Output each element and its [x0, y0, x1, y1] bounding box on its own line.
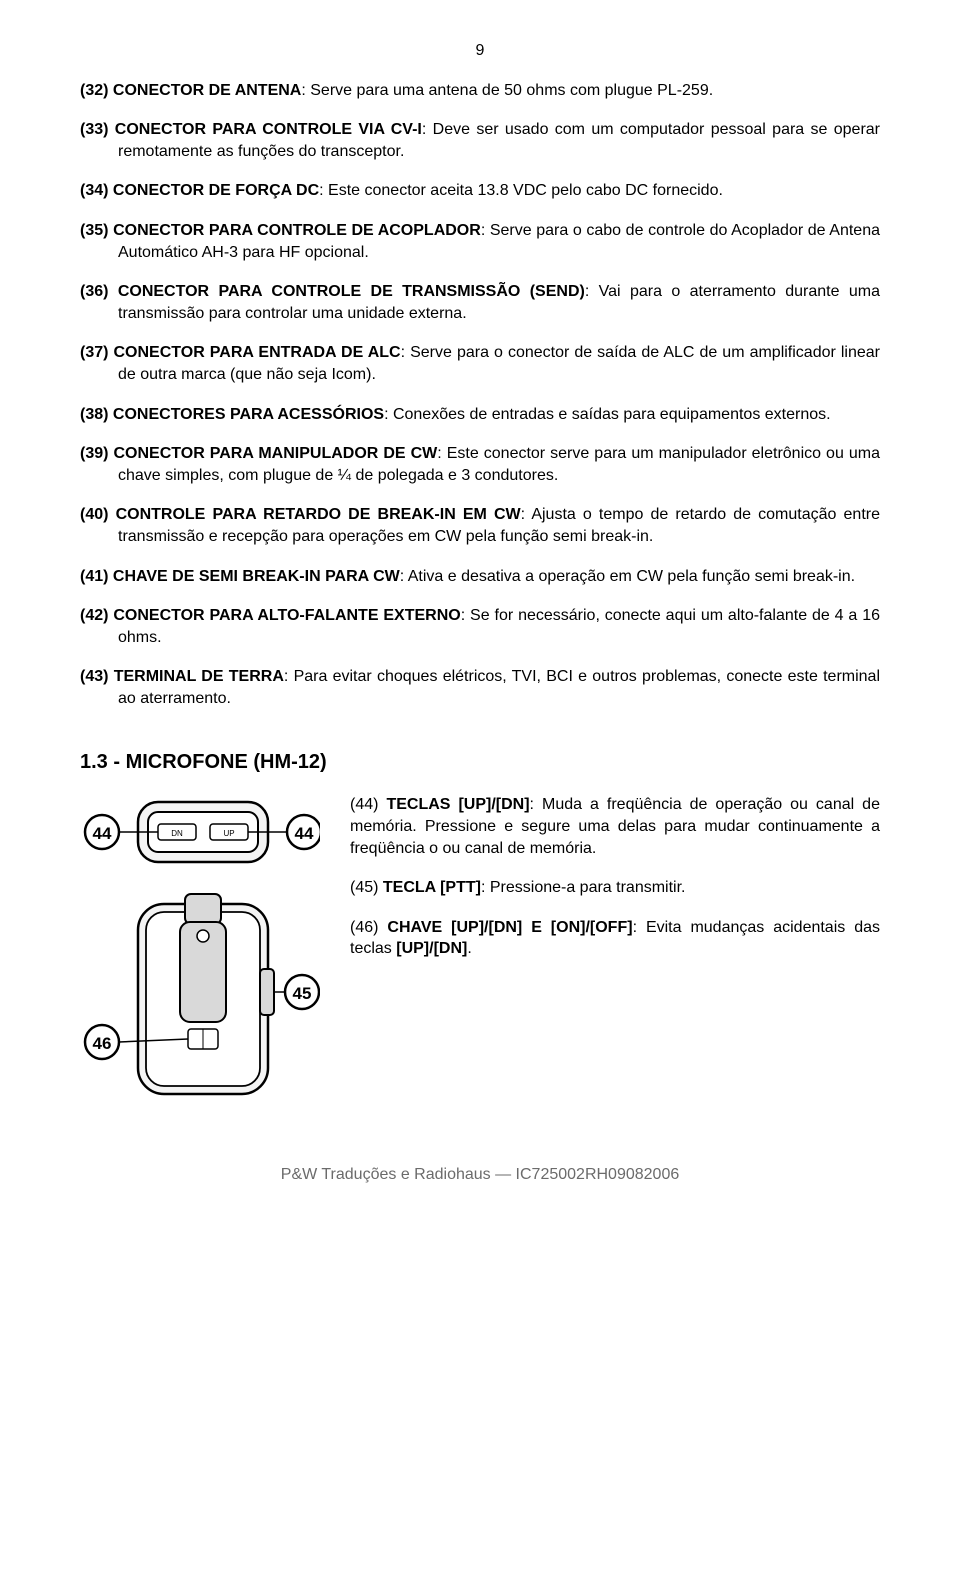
mic-item-46: (46) CHAVE [UP]/[DN] E [ON]/[OFF]: Evita…	[350, 917, 880, 960]
item-43: (43) TERMINAL DE TERRA: Para evitar choq…	[80, 666, 880, 709]
item-title: CONECTOR PARA CONTROLE DE TRANSMISSÃO (S…	[118, 283, 585, 300]
item-title: CONECTOR PARA CONTROLE DE ACOPLADOR	[113, 222, 481, 239]
item-text: : Este conector aceita 13.8 VDC pelo cab…	[319, 182, 723, 199]
item-text: : Conexões de entradas e saídas para equ…	[384, 406, 831, 423]
item-37: (37) CONECTOR PARA ENTRADA DE ALC: Serve…	[80, 342, 880, 385]
item-num: (41)	[80, 568, 108, 585]
svg-text:DN: DN	[171, 829, 183, 838]
item-text: : Serve para uma antena de 50 ohms com p…	[301, 82, 713, 99]
svg-text:44: 44	[93, 824, 112, 843]
item-41: (41) CHAVE DE SEMI BREAK-IN PARA CW: Ati…	[80, 566, 880, 588]
page-footer: P&W Traduções e Radiohaus — IC725002RH09…	[80, 1164, 880, 1186]
item-text-post: .	[467, 940, 471, 957]
page-number: 9	[80, 40, 880, 62]
item-32: (32) CONECTOR DE ANTENA: Serve para uma …	[80, 80, 880, 102]
item-num: (38)	[80, 406, 108, 423]
item-num: (45)	[350, 879, 378, 896]
item-num: (44)	[350, 796, 378, 813]
item-text: : Pressione-a para transmitir.	[481, 879, 686, 896]
svg-text:46: 46	[93, 1034, 112, 1053]
item-title: TERMINAL DE TERRA	[114, 668, 284, 685]
item-34: (34) CONECTOR DE FORÇA DC: Este conector…	[80, 180, 880, 202]
item-num: (40)	[80, 506, 108, 523]
item-title: CONECTOR PARA ENTRADA DE ALC	[114, 344, 401, 361]
svg-text:44: 44	[295, 824, 314, 843]
mic-item-44: (44) TECLAS [UP]/[DN]: Muda a freqüência…	[350, 794, 880, 859]
item-num: (34)	[80, 182, 108, 199]
microphone-diagram: DN UP 44 44	[80, 794, 320, 1104]
item-36: (36) CONECTOR PARA CONTROLE DE TRANSMISS…	[80, 281, 880, 324]
item-num: (33)	[80, 121, 108, 138]
mic-body-icon: 45 46	[85, 894, 319, 1094]
item-bold-tail: [UP]/[DN]	[396, 940, 467, 957]
item-num: (32)	[80, 82, 108, 99]
item-num: (39)	[80, 445, 108, 462]
microphone-text: (44) TECLAS [UP]/[DN]: Muda a freqüência…	[350, 794, 880, 978]
item-39: (39) CONECTOR PARA MANIPULADOR DE CW: Es…	[80, 443, 880, 486]
item-title: TECLAS [UP]/[DN]	[386, 796, 529, 813]
item-num: (42)	[80, 607, 108, 624]
svg-text:45: 45	[293, 984, 312, 1003]
item-42: (42) CONECTOR PARA ALTO-FALANTE EXTERNO:…	[80, 605, 880, 648]
item-title: CONECTOR DE ANTENA	[113, 82, 301, 99]
item-title: CONECTOR PARA CONTROLE VIA CV-I	[115, 121, 422, 138]
item-35: (35) CONECTOR PARA CONTROLE DE ACOPLADOR…	[80, 220, 880, 263]
item-num: (43)	[80, 668, 108, 685]
item-num: (37)	[80, 344, 108, 361]
item-title: CONECTOR PARA MANIPULADOR DE CW	[113, 445, 437, 462]
item-num: (46)	[350, 919, 378, 936]
svg-text:UP: UP	[223, 829, 234, 838]
item-title: CONECTOR DE FORÇA DC	[113, 182, 319, 199]
item-40: (40) CONTROLE PARA RETARDO DE BREAK-IN E…	[80, 504, 880, 547]
microphone-section: DN UP 44 44	[80, 794, 880, 1104]
item-title: TECLA [PTT]	[383, 879, 481, 896]
mic-item-45: (45) TECLA [PTT]: Pressione-a para trans…	[350, 877, 880, 899]
item-num: (35)	[80, 222, 108, 239]
item-num: (36)	[80, 283, 108, 300]
item-title: CONTROLE PARA RETARDO DE BREAK-IN EM CW	[116, 506, 521, 523]
item-title: CHAVE DE SEMI BREAK-IN PARA CW	[113, 568, 400, 585]
item-title: CONECTOR PARA ALTO-FALANTE EXTERNO	[113, 607, 460, 624]
item-title: CONECTORES PARA ACESSÓRIOS	[113, 406, 384, 423]
item-38: (38) CONECTORES PARA ACESSÓRIOS: Conexõe…	[80, 404, 880, 426]
item-text: : Ativa e desativa a operação em CW pela…	[400, 568, 855, 585]
section-title: 1.3 - MICROFONE (HM-12)	[80, 749, 880, 776]
item-title: CHAVE [UP]/[DN] E [ON]/[OFF]	[387, 919, 632, 936]
mic-top-icon: DN UP 44 44	[85, 802, 320, 862]
item-33: (33) CONECTOR PARA CONTROLE VIA CV-I: De…	[80, 119, 880, 162]
